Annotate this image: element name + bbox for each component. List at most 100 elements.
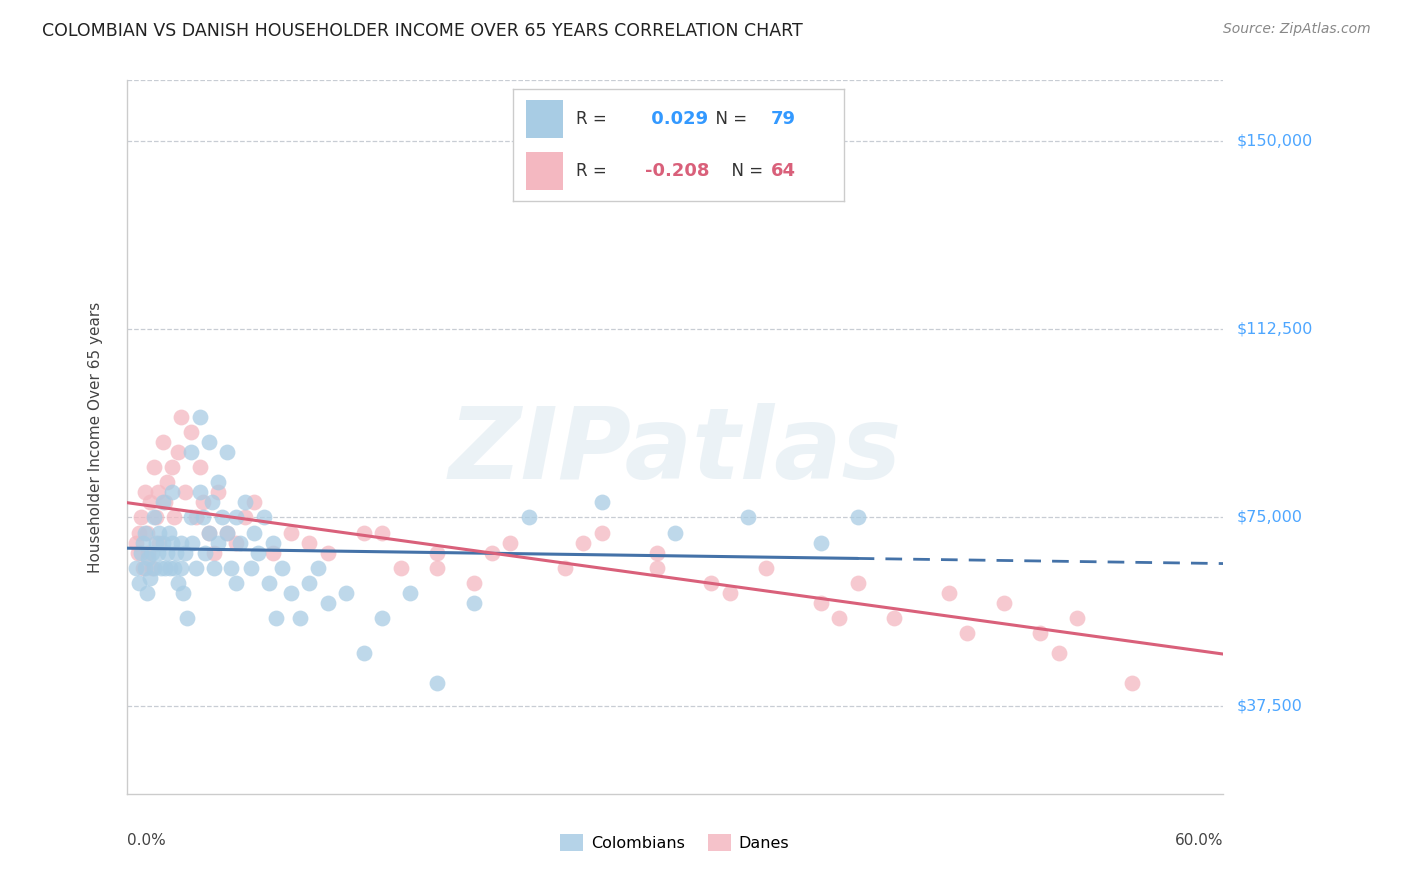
Point (664, 525, 686, 540)
Point (170, 535, 193, 549)
Point (143, 460, 166, 475)
Point (229, 535, 252, 549)
Point (132, 535, 155, 549)
FancyBboxPatch shape (526, 152, 562, 189)
Point (572, 535, 595, 549)
Point (150, 560, 173, 574)
Point (146, 546, 169, 560)
Point (280, 586, 302, 600)
Point (159, 560, 181, 574)
Point (481, 546, 503, 560)
Point (938, 586, 960, 600)
Point (700, 575, 723, 590)
Point (298, 535, 321, 549)
Point (353, 646, 375, 660)
Text: N =: N = (704, 111, 752, 128)
Point (316, 596, 339, 610)
Point (262, 535, 284, 549)
Point (426, 676, 449, 690)
Point (810, 596, 832, 610)
Point (828, 611, 851, 625)
Point (180, 425, 202, 439)
Point (247, 546, 270, 560)
Point (353, 525, 375, 540)
Point (225, 510, 247, 524)
Point (207, 535, 229, 549)
Point (197, 525, 219, 540)
Text: 60.0%: 60.0% (1175, 833, 1223, 848)
Point (591, 525, 613, 540)
Point (202, 560, 225, 574)
Point (141, 546, 163, 560)
Text: R =: R = (576, 161, 612, 179)
Point (180, 510, 202, 524)
Point (554, 560, 576, 574)
Point (145, 535, 167, 549)
Point (166, 445, 188, 459)
Point (243, 525, 266, 540)
Point (197, 525, 219, 540)
Point (134, 560, 156, 574)
Point (371, 611, 394, 625)
Point (138, 550, 160, 565)
Point (233, 495, 257, 509)
Point (138, 546, 160, 560)
Point (176, 611, 198, 625)
Point (153, 560, 176, 574)
Point (257, 575, 280, 590)
Point (152, 435, 174, 450)
Point (426, 546, 449, 560)
Point (211, 510, 233, 524)
Point (371, 525, 394, 540)
Text: 64: 64 (770, 161, 796, 179)
Point (253, 510, 276, 524)
Point (152, 535, 174, 549)
Text: 0.0%: 0.0% (127, 833, 166, 848)
Point (188, 460, 211, 475)
Point (165, 546, 187, 560)
Point (170, 560, 193, 574)
Point (846, 510, 869, 524)
Point (193, 495, 215, 509)
Text: ZIPatlas: ZIPatlas (449, 403, 901, 500)
Point (290, 611, 312, 625)
Point (463, 596, 485, 610)
Point (188, 485, 211, 500)
Point (202, 546, 225, 560)
Text: $150,000: $150,000 (1237, 133, 1313, 148)
Point (201, 495, 224, 509)
Point (129, 510, 152, 524)
Point (162, 460, 183, 475)
Point (993, 596, 1015, 610)
Point (225, 575, 247, 590)
Point (517, 510, 540, 524)
Point (239, 560, 262, 574)
Point (1066, 611, 1088, 625)
Point (755, 560, 778, 574)
Point (166, 575, 188, 590)
Point (163, 510, 186, 524)
Point (128, 575, 150, 590)
Point (591, 495, 613, 509)
Point (810, 535, 832, 549)
Point (157, 525, 180, 540)
Text: COLOMBIAN VS DANISH HOUSEHOLDER INCOME OVER 65 YEARS CORRELATION CHART: COLOMBIAN VS DANISH HOUSEHOLDER INCOME O… (42, 22, 803, 40)
Point (156, 546, 179, 560)
Point (148, 525, 170, 540)
Point (153, 495, 176, 509)
Point (217, 445, 239, 459)
Point (270, 560, 294, 574)
Point (956, 626, 979, 640)
Point (148, 535, 170, 549)
Point (184, 560, 207, 574)
Point (1121, 676, 1143, 690)
Point (174, 546, 197, 560)
Text: $112,500: $112,500 (1237, 321, 1313, 336)
Point (174, 485, 197, 500)
Point (243, 495, 266, 509)
Point (463, 575, 485, 590)
Point (139, 495, 162, 509)
Point (266, 611, 288, 625)
Point (132, 560, 155, 574)
Text: Source: ZipAtlas.com: Source: ZipAtlas.com (1223, 22, 1371, 37)
